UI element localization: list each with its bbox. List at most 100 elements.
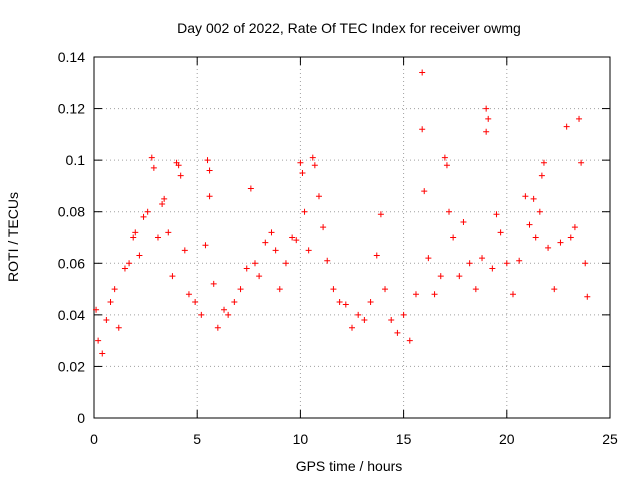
data-point (192, 298, 199, 305)
data-point (126, 260, 133, 267)
grid-lines (94, 57, 610, 418)
plot-frame (93, 56, 611, 419)
x-tick-label: 5 (193, 431, 201, 447)
x-tick-label: 15 (396, 431, 412, 447)
data-point (526, 221, 533, 228)
y-tick-label: 0.12 (58, 101, 85, 117)
data-point (446, 208, 453, 215)
data-point (377, 211, 384, 218)
y-tick-label: 0.06 (58, 255, 85, 271)
data-points (93, 69, 591, 357)
data-point (282, 260, 289, 267)
data-point (479, 255, 486, 262)
y-axis-label: ROTI / TECUs (5, 192, 21, 282)
data-point (210, 280, 217, 287)
data-point (522, 193, 529, 200)
data-point (132, 229, 139, 236)
x-tick-label: 0 (90, 431, 98, 447)
data-point (256, 273, 263, 280)
chart-title: Day 002 of 2022, Rate Of TEC Index for r… (177, 20, 521, 36)
data-point (441, 154, 448, 161)
data-point (538, 172, 545, 179)
data-point (148, 154, 155, 161)
x-tick-label: 10 (293, 431, 309, 447)
data-point (181, 247, 188, 254)
data-point (324, 257, 331, 264)
data-point (443, 162, 450, 169)
data-point (293, 237, 300, 244)
data-point (361, 317, 368, 324)
data-point (214, 324, 221, 331)
data-point (309, 154, 316, 161)
data-point (431, 291, 438, 298)
data-point (406, 337, 413, 344)
data-point (231, 298, 238, 305)
data-point (576, 115, 583, 122)
data-point (311, 162, 318, 169)
data-point (419, 126, 426, 133)
data-point (342, 301, 349, 308)
data-point (159, 200, 166, 207)
y-tick-label: 0.04 (58, 307, 85, 323)
data-point (169, 273, 176, 280)
data-point (301, 208, 308, 215)
x-axis-label: GPS time / hours (296, 458, 403, 474)
y-tick-label: 0.14 (58, 49, 85, 65)
data-point (367, 298, 374, 305)
data-point (198, 311, 205, 318)
data-point (206, 167, 213, 174)
data-point (536, 208, 543, 215)
data-point (425, 255, 432, 262)
data-point (516, 257, 523, 264)
data-point (532, 234, 539, 241)
data-point (206, 193, 213, 200)
data-point (268, 229, 275, 236)
data-point (472, 286, 479, 293)
data-point (530, 195, 537, 202)
data-point (503, 260, 510, 267)
data-point (165, 229, 172, 236)
data-point (497, 229, 504, 236)
data-point (437, 273, 444, 280)
data-point (251, 260, 258, 267)
data-point (382, 286, 389, 293)
y-tick-label: 0 (77, 410, 85, 426)
data-point (115, 324, 122, 331)
data-point (388, 317, 395, 324)
data-point (136, 252, 143, 259)
y-tick-label: 0.08 (58, 204, 85, 220)
data-point (150, 164, 157, 171)
data-point (489, 265, 496, 272)
y-tick-label: 0.1 (66, 152, 86, 168)
data-point (373, 252, 380, 259)
data-point (225, 311, 232, 318)
data-point (349, 324, 355, 331)
data-point (107, 298, 114, 305)
data-point (305, 247, 312, 254)
data-point (276, 286, 283, 293)
data-point (355, 311, 362, 318)
data-point (584, 293, 591, 300)
data-point (111, 286, 118, 293)
data-point (400, 311, 407, 318)
data-point (483, 128, 490, 135)
data-point (460, 219, 467, 226)
axis-ticks: 0 0.02 0.04 0.06 0.08 0.1 0.12 0.14 0 5 10 15 20 25 (58, 49, 618, 447)
data-point (154, 234, 161, 241)
y-tick-label: 0.02 (58, 358, 85, 374)
data-point (540, 159, 547, 166)
data-point (130, 234, 137, 241)
data-point (243, 265, 250, 272)
data-point (485, 115, 492, 122)
data-point (466, 260, 473, 267)
data-point (93, 306, 100, 313)
data-point (315, 193, 322, 200)
data-point (299, 170, 306, 177)
data-point (95, 337, 102, 344)
data-point (140, 213, 147, 220)
data-point (456, 273, 463, 280)
data-point (412, 291, 419, 298)
x-tick-label: 25 (602, 431, 618, 447)
data-point (175, 162, 182, 169)
